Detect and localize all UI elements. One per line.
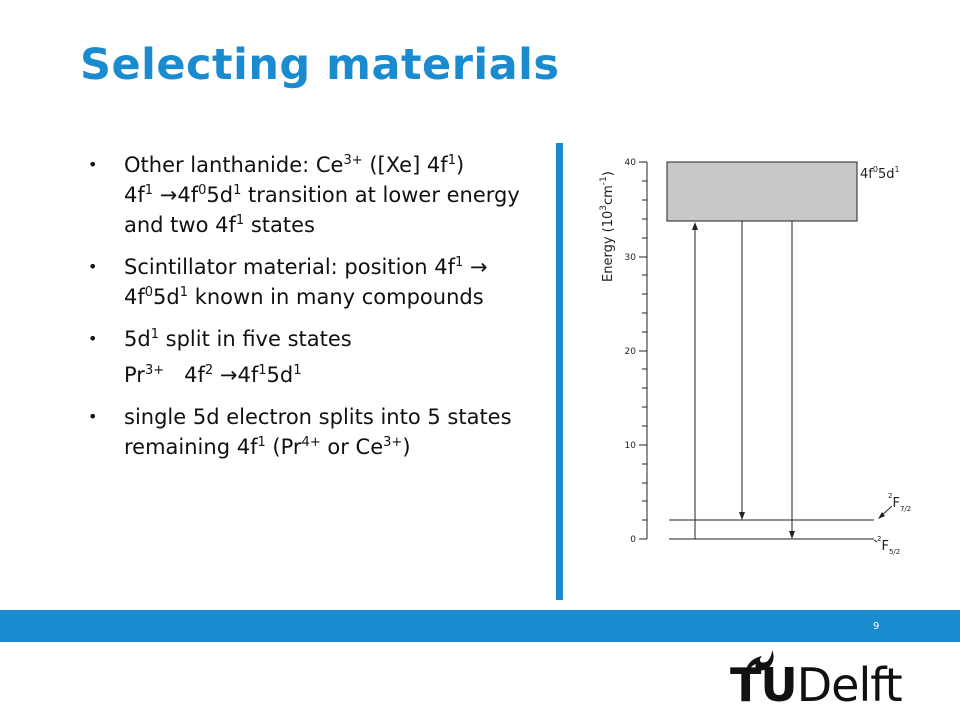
tick-label: 10: [625, 441, 637, 451]
arrow-head: [878, 512, 885, 519]
tick-label: 0: [630, 535, 636, 545]
slide-title: Selecting materials: [80, 40, 560, 90]
arrow-head: [789, 531, 795, 539]
5d-band: [666, 161, 858, 222]
arrow-head: [692, 222, 698, 230]
arrow-head: [739, 512, 745, 520]
label-pointer: [873, 539, 878, 543]
tick-label: 20: [625, 347, 637, 357]
bullet-subline: Pr3+ 4f2 →4f15d1: [124, 363, 302, 387]
tick-label: 40: [625, 158, 637, 168]
page-number: 9: [873, 621, 880, 632]
bullet-item: • Scintillator material: position 4f1 → …: [88, 252, 548, 312]
level-label-5-2: 2F5/2: [877, 535, 900, 556]
diagram-major-ticks: [639, 161, 647, 540]
vertical-divider: [556, 143, 563, 600]
diagram-minor-ticks: [642, 180, 647, 521]
level-label-7-2: 2F7/2: [888, 492, 911, 513]
energy-level-diagram: Energy (103cm-1) 40 30 20 10 0 4f05d1 2F…: [599, 158, 911, 556]
band-label: 4f05d1: [860, 165, 900, 182]
bullet-item: • single 5d electron splits into 5 state…: [88, 402, 548, 462]
bullet-dot: •: [88, 257, 98, 276]
tick-label: 30: [625, 253, 637, 263]
bullet-dot: •: [88, 329, 98, 348]
tudelft-logo: TUDelft: [730, 658, 903, 712]
bullet-item: • 5d1 split in five states: [88, 324, 548, 354]
footer-band: [0, 610, 960, 642]
diagram-ylabel: Energy (103cm-1): [599, 171, 616, 282]
flame-logo-icon: [745, 650, 774, 676]
bullet-dot: •: [88, 155, 98, 174]
bullet-dot: •: [88, 407, 98, 426]
bullet-list: • Other lanthanide: Ce3+ ([Xe] 4f1) 4f1 …: [88, 150, 548, 474]
bullet-item: • Other lanthanide: Ce3+ ([Xe] 4f1) 4f1 …: [88, 150, 548, 240]
